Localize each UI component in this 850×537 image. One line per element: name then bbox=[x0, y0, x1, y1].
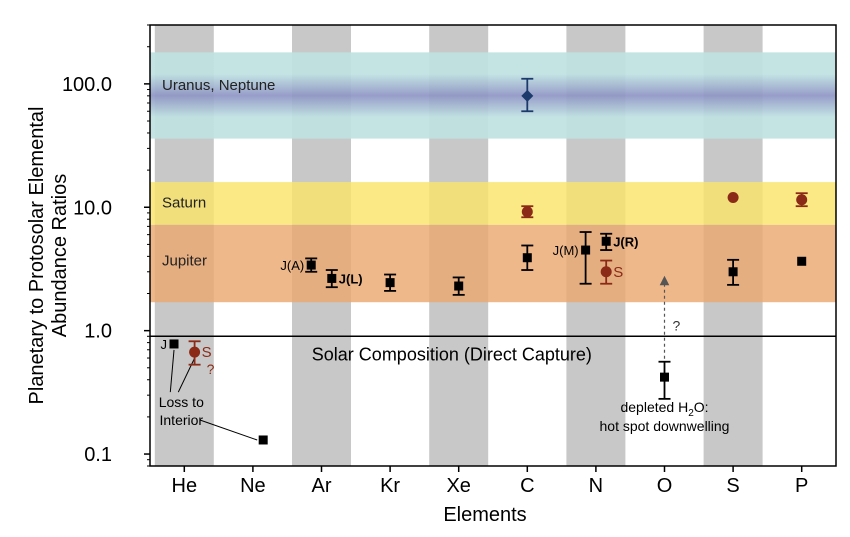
depleted-water-subscript: 2 bbox=[688, 408, 694, 419]
point-label-saturn-he-s: S bbox=[202, 344, 212, 361]
point-jupiter-ar-j-l bbox=[327, 273, 337, 283]
pointer-line-he-jupiter bbox=[169, 349, 175, 393]
helium-saturn-question-mark: ? bbox=[207, 361, 215, 377]
point-jupiter-c bbox=[522, 253, 532, 263]
point-saturn-s bbox=[727, 191, 739, 203]
point-jupiter-n-j-m bbox=[581, 245, 591, 255]
point-jupiter-kr bbox=[385, 278, 395, 288]
loss-to-interior-line-2: Interior bbox=[160, 412, 204, 428]
point-saturn-n-s bbox=[600, 266, 612, 278]
point-jupiter-ne bbox=[258, 435, 268, 445]
point-labels: J J(A) J(L) J(M) J(R) S S bbox=[161, 234, 639, 361]
point-jupiter-s bbox=[728, 267, 738, 277]
depleted-water-suffix: O: bbox=[694, 399, 709, 415]
depleted-water-label-line-1: depleted H2O: bbox=[620, 399, 708, 419]
point-jupiter-he-j bbox=[169, 339, 179, 349]
x-tick-label-kr: Kr bbox=[380, 475, 400, 497]
band-uranus-neptune bbox=[150, 52, 836, 139]
oxygen-question-mark: ? bbox=[673, 318, 681, 334]
x-tick-label-o: O bbox=[657, 475, 673, 497]
x-tick-label-c: C bbox=[520, 475, 534, 497]
point-saturn-he-s bbox=[189, 346, 201, 358]
y-tick-label-0-1: 0.1 bbox=[84, 444, 112, 466]
band-saturn bbox=[150, 182, 836, 225]
point-label-jupiter-n-j-m: J(M) bbox=[553, 243, 579, 258]
x-tick-label-n: N bbox=[589, 475, 603, 497]
y-axis: 0.1 1.0 10.0 100.0 bbox=[62, 24, 150, 467]
x-tick-label-xe: Xe bbox=[446, 475, 470, 497]
y-tick-label-10-0: 10.0 bbox=[73, 197, 112, 219]
plot-frame bbox=[149, 24, 837, 467]
point-jupiter-o bbox=[660, 372, 669, 382]
band-label-uranus-neptune: Uranus, Neptune bbox=[162, 77, 275, 94]
point-jupiter-ar-j-a bbox=[306, 260, 316, 270]
band-jupiter bbox=[150, 224, 836, 303]
data-points bbox=[169, 77, 808, 445]
band-label-jupiter: Jupiter bbox=[162, 253, 207, 270]
y-tick-label-1-0: 1.0 bbox=[84, 321, 112, 343]
point-label-jupiter-n-j-r: J(R) bbox=[613, 234, 638, 249]
y-axis-label-line-1: Planetary to Protosolar Elemental bbox=[26, 107, 48, 405]
point-jupiter-n-j-r bbox=[601, 236, 611, 246]
point-label-jupiter-ar-j-l: J(L) bbox=[339, 271, 363, 286]
x-tick-label-ar: Ar bbox=[312, 475, 332, 497]
point-uranus-neptune-c bbox=[521, 89, 534, 102]
x-tick-label-he: He bbox=[172, 475, 198, 497]
point-saturn-p bbox=[796, 194, 808, 206]
point-jupiter-p bbox=[797, 256, 807, 266]
x-tick-label-s: S bbox=[726, 475, 739, 497]
band-label-saturn: Saturn bbox=[162, 194, 206, 211]
point-saturn-c bbox=[521, 206, 533, 218]
y-tick-label-100-0: 100.0 bbox=[62, 74, 112, 96]
x-axis: He Ne Ar Kr Xe C N O S P bbox=[172, 466, 808, 497]
loss-to-interior-line-1: Loss to bbox=[159, 394, 204, 410]
solar-composition-label: Solar Composition (Direct Capture) bbox=[312, 344, 592, 364]
point-label-saturn-n-s: S bbox=[613, 264, 623, 281]
point-label-jupiter-ar-j-a: J(A) bbox=[280, 258, 304, 273]
pointer-line-ne bbox=[200, 419, 258, 441]
x-tick-label-p: P bbox=[795, 475, 808, 497]
y-axis-label-line-2: Abundance Ratios bbox=[49, 174, 71, 337]
point-label-jupiter-he-j: J bbox=[161, 337, 168, 352]
planet-bands bbox=[150, 52, 836, 303]
depleted-water-prefix: depleted H bbox=[620, 399, 688, 415]
point-jupiter-xe bbox=[454, 281, 464, 291]
depleted-water-label-line-2: hot spot downwelling bbox=[600, 418, 730, 434]
x-tick-label-ne: Ne bbox=[240, 475, 266, 497]
x-axis-label: Elements bbox=[443, 504, 526, 526]
